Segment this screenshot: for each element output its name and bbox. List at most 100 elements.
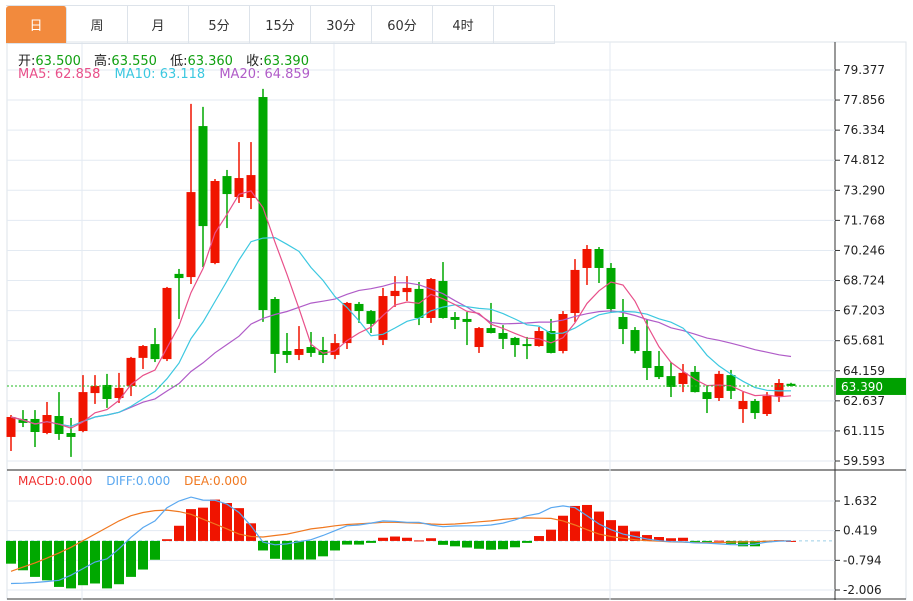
candle-down [462, 318, 472, 322]
macd-bar [378, 537, 388, 541]
macd-bar [570, 505, 580, 541]
candle-down [450, 316, 460, 320]
candle-up [6, 416, 16, 437]
tab-month[interactable]: 月 [128, 6, 189, 43]
candle-up [426, 279, 436, 318]
macd-bar [306, 540, 316, 560]
open-value: 63.500 [35, 54, 81, 69]
ma-legend: MA5: 62.858 MA10: 63.118 MA20: 64.859 [18, 67, 320, 82]
macd-tick-label: -0.794 [843, 553, 882, 567]
candle-down [222, 176, 232, 195]
macd-bar [30, 540, 40, 577]
candle-down [54, 415, 64, 434]
macd-bar [606, 520, 616, 541]
macd-tick-label: 1.632 [843, 494, 877, 508]
macd-tick-label: 0.419 [843, 524, 877, 538]
macd-bar [642, 535, 652, 541]
candle-up [42, 415, 52, 433]
candle-down [198, 126, 208, 227]
candle-up [678, 372, 688, 384]
macd-bar [6, 540, 16, 564]
macd-bar [294, 540, 304, 560]
price-tick-label: 79.377 [843, 63, 885, 77]
ma5-line [10, 190, 792, 429]
chart-frame [6, 41, 907, 600]
diff-value: DIFF:0.000 [106, 474, 171, 488]
low-label: 低: [170, 54, 188, 69]
candle-down [498, 332, 508, 339]
macd-bar [666, 538, 676, 541]
macd-bar [354, 540, 364, 545]
candle-up [474, 328, 484, 348]
candle-up [78, 392, 88, 432]
candle-down [150, 344, 160, 360]
tab-spacer [494, 6, 555, 43]
macd-bar [402, 537, 412, 541]
price-tick-label: 73.290 [843, 183, 885, 197]
tab-week[interactable]: 周 [67, 6, 128, 43]
tab-5min[interactable]: 5分 [189, 6, 250, 43]
macd-bar [174, 525, 184, 541]
macd-bar [270, 540, 280, 559]
macd-bar [450, 540, 460, 547]
tab-60min[interactable]: 60分 [372, 6, 433, 43]
candle-down [366, 311, 376, 324]
candle-down [750, 400, 760, 414]
macd-bar [546, 529, 556, 541]
price-tick-label: 68.724 [843, 274, 885, 288]
macd-bar [318, 540, 328, 557]
tab-4hour[interactable]: 4时 [433, 6, 494, 43]
macd-bar [186, 509, 196, 541]
macd-bar [78, 540, 88, 586]
high-value: 63.550 [111, 54, 157, 69]
candle-up [234, 178, 244, 198]
candle-down [630, 330, 640, 351]
price-tick-label: 71.768 [843, 213, 885, 227]
macd-bar [582, 504, 592, 541]
candle-down [510, 337, 520, 346]
candle-down [486, 328, 496, 333]
price-tick-label: 77.856 [843, 93, 885, 107]
tab-day[interactable]: 日 [6, 6, 67, 43]
current-price-badge [836, 377, 906, 395]
candle-up [570, 269, 580, 314]
macd-bar [438, 540, 448, 545]
macd-bar [558, 515, 568, 541]
macd-bar [366, 540, 376, 543]
macd-bar [486, 540, 496, 550]
macd-bar [18, 540, 28, 571]
ma20-line [10, 282, 792, 427]
candle-down [270, 298, 280, 354]
candle-up [90, 385, 100, 394]
candle-down [618, 316, 628, 330]
candle-down [282, 350, 292, 355]
low-value: 63.360 [187, 54, 233, 69]
macd-bar [342, 540, 352, 545]
candle-down [690, 371, 700, 393]
candle-down [654, 365, 664, 378]
close-label: 收: [246, 54, 264, 69]
candle-down [546, 331, 556, 353]
ma5-value: MA5: 62.858 [18, 67, 101, 82]
candle-up [390, 290, 400, 297]
candle-up [126, 357, 136, 386]
tab-30min[interactable]: 30分 [311, 6, 372, 43]
open-label: 开: [18, 54, 36, 69]
tab-15min[interactable]: 15分 [250, 6, 311, 43]
candle-up [402, 287, 412, 293]
macd-bar [222, 503, 232, 541]
candle-down [642, 350, 652, 368]
candle-up [294, 349, 304, 355]
macd-bar [474, 540, 484, 549]
candle-up [774, 382, 784, 397]
price-tick-label: 64.159 [843, 364, 885, 378]
dea-value: DEA:0.000 [184, 474, 248, 488]
macd-bar [282, 540, 292, 560]
candle-up [582, 248, 592, 268]
ma20-value: MA20: 64.859 [219, 67, 310, 82]
candle-down [258, 97, 268, 311]
macd-bar [618, 525, 628, 541]
macd-bar [66, 540, 76, 589]
